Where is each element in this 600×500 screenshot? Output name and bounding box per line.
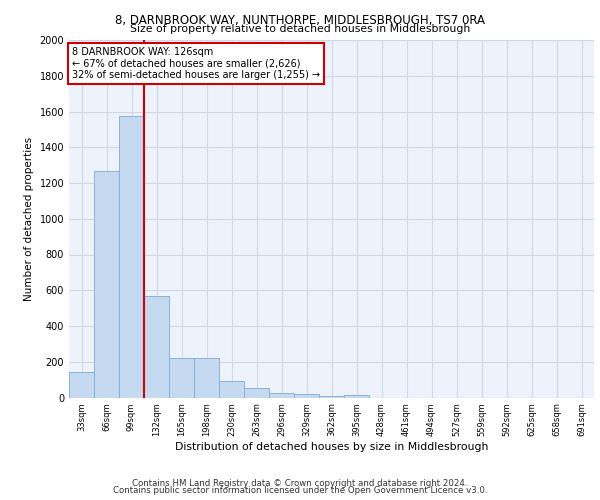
Y-axis label: Number of detached properties: Number of detached properties xyxy=(24,136,34,301)
Text: Size of property relative to detached houses in Middlesbrough: Size of property relative to detached ho… xyxy=(130,24,470,34)
Bar xyxy=(119,116,144,398)
Bar xyxy=(219,380,244,398)
Bar xyxy=(269,393,294,398)
Text: 8, DARNBROOK WAY, NUNTHORPE, MIDDLESBROUGH, TS7 0RA: 8, DARNBROOK WAY, NUNTHORPE, MIDDLESBROU… xyxy=(115,14,485,27)
Bar xyxy=(69,372,94,398)
Bar xyxy=(194,358,219,398)
Text: Contains public sector information licensed under the Open Government Licence v3: Contains public sector information licen… xyxy=(113,486,487,495)
Bar xyxy=(294,394,319,398)
X-axis label: Distribution of detached houses by size in Middlesbrough: Distribution of detached houses by size … xyxy=(175,442,488,452)
Bar xyxy=(319,396,344,398)
Bar xyxy=(344,395,369,398)
Text: Contains HM Land Registry data © Crown copyright and database right 2024.: Contains HM Land Registry data © Crown c… xyxy=(132,478,468,488)
Bar xyxy=(144,296,169,398)
Bar xyxy=(169,358,194,398)
Bar xyxy=(244,388,269,398)
Text: 8 DARNBROOK WAY: 126sqm
← 67% of detached houses are smaller (2,626)
32% of semi: 8 DARNBROOK WAY: 126sqm ← 67% of detache… xyxy=(71,47,320,80)
Bar xyxy=(94,172,119,398)
